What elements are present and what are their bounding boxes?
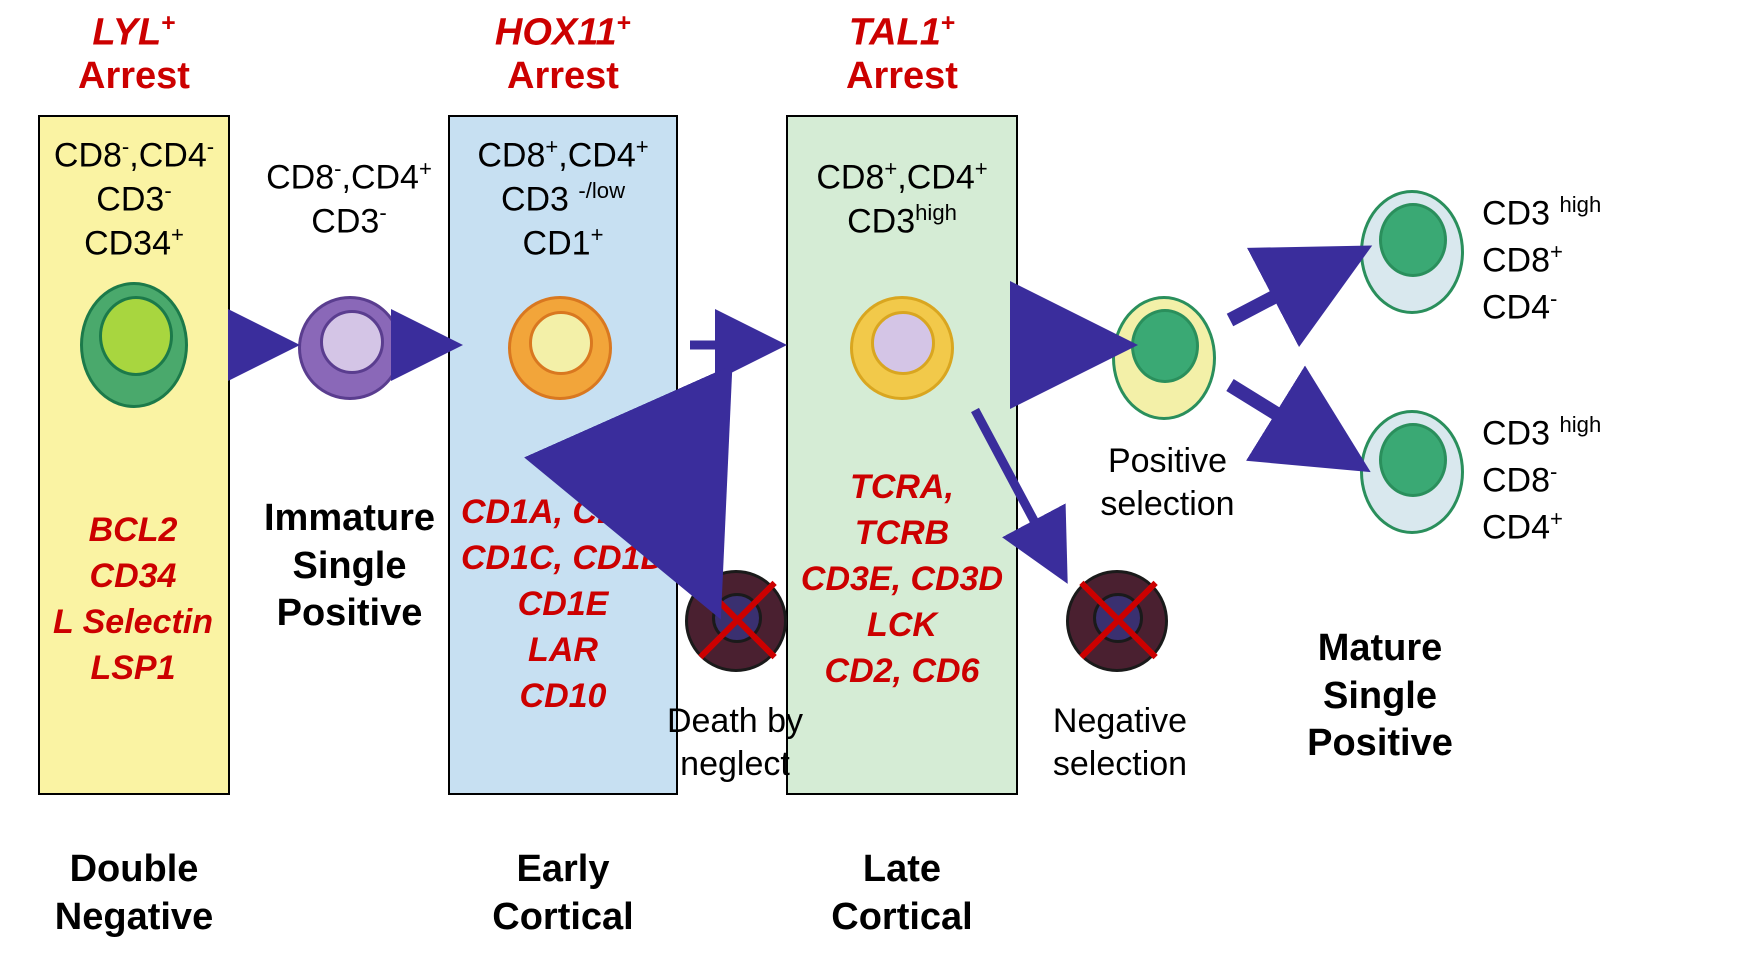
arrow-1 bbox=[0, 0, 1749, 956]
diagram-container: LYL+ Arrest HOX11+ Arrest TAL1+ Arrest C… bbox=[0, 0, 1749, 956]
